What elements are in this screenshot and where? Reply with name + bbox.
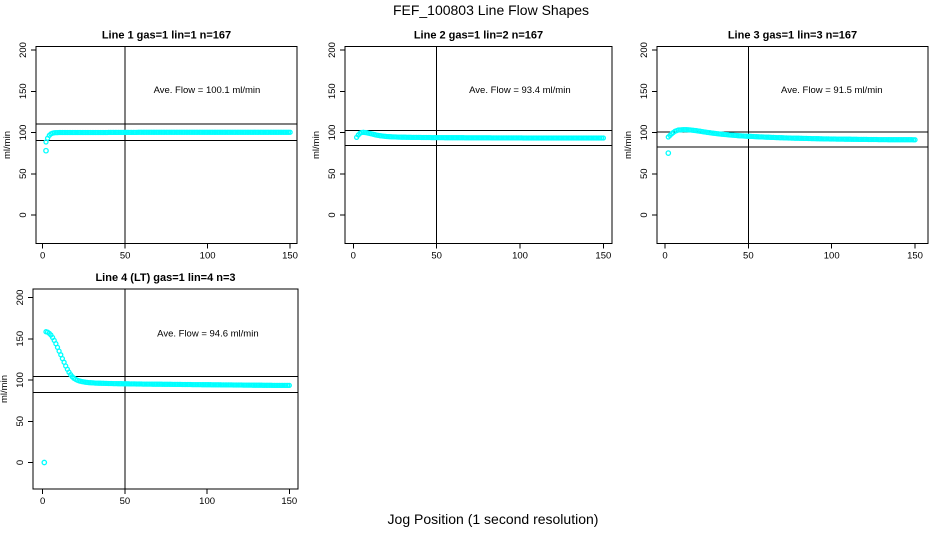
data-points [41, 329, 292, 466]
y-tick-label: 50 [15, 416, 26, 427]
panel-title: Line 4 (LT) gas=1 lin=4 n=3 [95, 272, 235, 284]
y-tick-label: 50 [639, 168, 650, 179]
ave-flow-annotation: Ave. Flow = 94.6 ml/min [157, 328, 258, 339]
y-tick-label: 150 [18, 83, 29, 99]
ave-flow-annotation: Ave. Flow = 91.5 ml/min [781, 85, 882, 96]
y-tick-label: 150 [15, 331, 26, 347]
x-tick-label: 100 [512, 251, 528, 262]
x-tick-label: 0 [351, 251, 356, 262]
plot-box [35, 46, 298, 244]
data-points [353, 129, 607, 141]
y-axis-title: ml/min [623, 131, 634, 159]
plot-box [32, 288, 299, 490]
y-tick-label: 100 [18, 125, 29, 141]
x-tick-label: 100 [824, 251, 840, 262]
data-point [287, 129, 293, 135]
outlier-point [665, 150, 672, 156]
x-tick-label: 0 [40, 496, 45, 507]
y-tick-label: 150 [327, 83, 338, 99]
x-tick-label: 50 [120, 251, 131, 262]
y-tick-label: 100 [15, 372, 26, 388]
plot-box [344, 46, 613, 244]
y-tick-label: 50 [18, 168, 29, 179]
y-tick-label: 100 [639, 125, 650, 141]
ave-flow-annotation: Ave. Flow = 100.1 ml/min [154, 85, 261, 96]
x-tick-label: 150 [282, 251, 298, 262]
y-tick-label: 200 [15, 290, 26, 306]
y-tick-label: 200 [327, 42, 338, 58]
panel-title: Line 3 gas=1 lin=3 n=167 [728, 30, 857, 42]
x-tick-label: 100 [199, 496, 215, 507]
panel-line-3: 0 50 100 150 0 50 100 150 200 ml/min Line 3 gas=1 … [623, 30, 929, 262]
x-tick-label: 0 [40, 251, 45, 262]
figure-title: FEF_100803 Line Flow Shapes [392, 2, 590, 18]
y-axis-title: ml/min [2, 131, 13, 159]
y-tick-label: 50 [327, 168, 338, 179]
y-tick-label: 0 [15, 460, 26, 465]
ave-flow-annotation: Ave. Flow = 93.4 ml/min [469, 85, 570, 96]
y-tick-label: 0 [639, 212, 650, 217]
outlier-point [41, 459, 48, 466]
x-tick-label: 50 [431, 251, 442, 262]
panel-line-2: 0 50 100 150 0 50 100 150 200 ml/min Line 2 gas=1 … [311, 30, 613, 262]
data-point [286, 382, 292, 389]
x-tick-label: 150 [595, 251, 611, 262]
x-tick-label: 50 [743, 251, 754, 262]
y-tick-label: 200 [18, 42, 29, 58]
y-tick-label: 0 [18, 212, 29, 217]
y-tick-label: 200 [639, 42, 650, 58]
y-tick-label: 150 [639, 83, 650, 99]
x-tick-label: 150 [907, 251, 923, 262]
x-tick-label: 0 [662, 251, 667, 262]
x-axis-label: Jog Position (1 second resolution) [387, 511, 599, 527]
x-tick-label: 50 [120, 496, 131, 507]
x-tick-label: 100 [200, 251, 216, 262]
panel-line-4: 0 50 100 150 0 50 100 150 200 ml/min Line 4 (LT) g… [0, 272, 299, 507]
data-point [912, 137, 918, 143]
data-points [665, 126, 918, 156]
y-axis-title: ml/min [311, 131, 322, 159]
y-tick-label: 0 [327, 212, 338, 217]
panel-title: Line 2 gas=1 lin=2 n=167 [414, 30, 543, 42]
x-tick-label: 150 [281, 496, 297, 507]
data-point [600, 135, 607, 141]
plot-box [656, 46, 929, 244]
panel-title: Line 1 gas=1 lin=1 n=167 [102, 30, 231, 42]
y-axis-title: ml/min [0, 375, 10, 403]
data-points [43, 129, 293, 154]
y-tick-label: 100 [327, 125, 338, 141]
outlier-point [43, 147, 49, 154]
panel-line-1: 0 50 100 150 0 50 100 150 200 ml/min Line 1 gas=1 … [2, 30, 298, 262]
